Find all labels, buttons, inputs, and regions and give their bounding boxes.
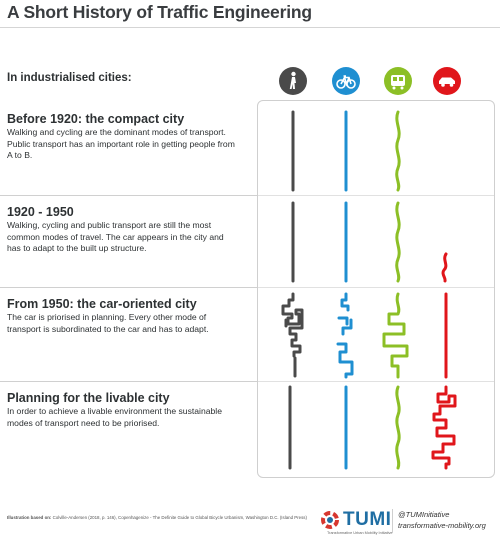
- era-title: 1920 - 1950: [7, 205, 74, 219]
- era-divider: [258, 381, 494, 382]
- source-text: Colville-Andersen (2018, p. 146), Copenh…: [52, 515, 307, 520]
- era-title: Before 1920: the compact city: [7, 112, 185, 126]
- source-note: Illustration based on: Colville-Andersen…: [7, 515, 307, 520]
- pedestrian-icon: [279, 67, 307, 95]
- footer-divider: [392, 509, 393, 533]
- intro-label: In industrialised cities:: [7, 72, 132, 84]
- era-title: From 1950: the car-oriented city: [7, 297, 197, 311]
- website-link[interactable]: transformative-mobility.org: [398, 521, 486, 530]
- era-divider: [258, 287, 494, 288]
- era-title: Planning for the livable city: [7, 391, 170, 405]
- era-description: The car is priorised in planning. Every …: [7, 312, 209, 334]
- era-divider: [0, 195, 257, 196]
- era-description: Walking and cycling are the dominant mod…: [7, 127, 235, 160]
- source-label: Illustration based on:: [7, 515, 52, 520]
- tumi-logo-icon: [320, 510, 340, 530]
- era-description: Walking, cycling and public transport ar…: [7, 220, 224, 253]
- modes-panel: [257, 100, 495, 478]
- tram-icon: [384, 67, 412, 95]
- page-title: A Short History of Traffic Engineering: [7, 2, 312, 22]
- era-divider: [258, 195, 494, 196]
- title-divider: [0, 27, 500, 28]
- era-divider: [0, 287, 257, 288]
- era-description: In order to achieve a livable environmen…: [7, 406, 222, 428]
- tumi-subtitle: Transformative Urban Mobility Initiative: [327, 531, 393, 535]
- tumi-wordmark: TUMI: [343, 509, 392, 530]
- car-icon: [433, 67, 461, 95]
- bicycle-icon: [332, 67, 360, 95]
- social-handle[interactable]: @TUMInitiative: [398, 510, 450, 519]
- era-divider: [0, 381, 257, 382]
